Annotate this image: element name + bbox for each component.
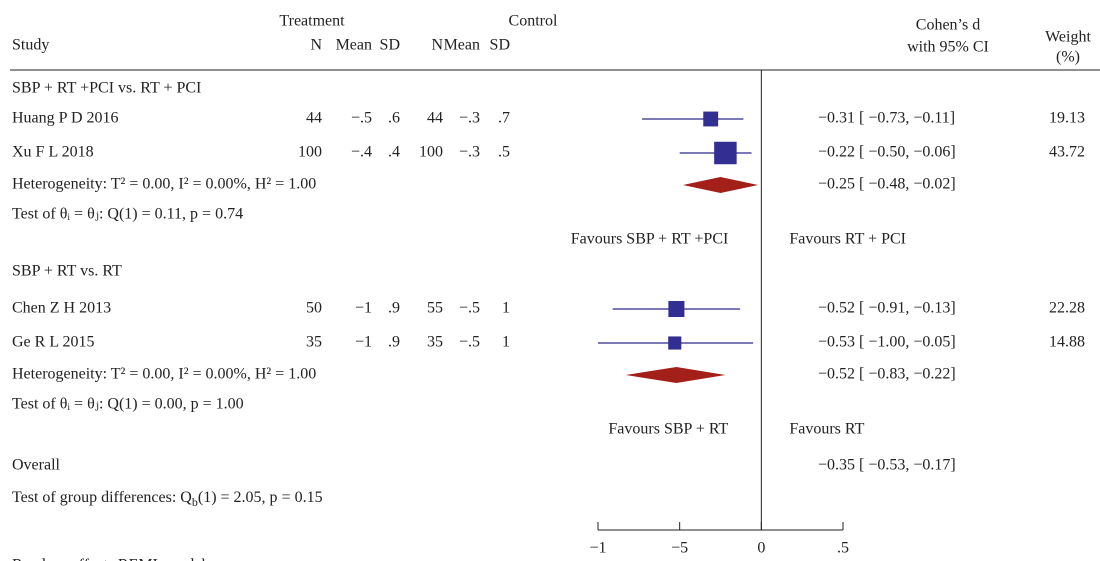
table-cell: .6 <box>388 110 400 127</box>
subgroup-diamond <box>625 367 726 383</box>
group-test: Test of group differences: Qb(1) = 2.05,… <box>12 489 323 509</box>
study-name: Ge R L 2015 <box>12 334 95 351</box>
favours-left: Favours SBP + RT <box>608 421 728 438</box>
group-title: SBP + RT vs. RT <box>12 263 122 280</box>
group-title: SBP + RT +PCI vs. RT + PCI <box>12 80 201 97</box>
table-cell: −.4 <box>351 144 372 161</box>
group-test-part: Test of group differences: Q <box>12 489 192 506</box>
table-cell: 1 <box>502 334 510 351</box>
het-test: Test of θᵢ = θⱼ: Q(1) = 0.00, p = 1.00 <box>12 396 244 413</box>
effect-header: with 95% CI <box>907 39 989 56</box>
ci-label: −0.22 [ −0.50, −0.06] <box>818 144 956 161</box>
favours-left: Favours SBP + RT +PCI <box>571 231 729 248</box>
ci-label: −0.31 [ −0.73, −0.11] <box>818 110 955 127</box>
table-cell: 35 <box>306 334 322 351</box>
weight-label: 43.72 <box>1049 144 1085 161</box>
table-cell: −.5 <box>459 300 480 317</box>
group-test-part: (1) = 2.05, p = 0.15 <box>198 489 323 506</box>
table-cell: −.3 <box>459 144 480 161</box>
table-cell: 100 <box>419 144 443 161</box>
table-cell: 35 <box>427 334 443 351</box>
x-tick-label: 0 <box>757 540 765 557</box>
table-cell: −1 <box>355 300 372 317</box>
ci-label: −0.52 [ −0.83, −0.22] <box>818 366 956 383</box>
x-tick-label: −5 <box>671 540 688 557</box>
table-cell: −.3 <box>459 110 480 127</box>
study-name: Xu F L 2018 <box>12 144 94 161</box>
column-header: Mean <box>444 37 480 54</box>
ci-label: −0.25 [ −0.48, −0.02] <box>818 176 956 193</box>
effect-square <box>668 300 685 318</box>
effect-square <box>703 111 719 127</box>
table-cell: −1 <box>355 334 372 351</box>
table-cell: .5 <box>498 144 510 161</box>
table-cell: −.5 <box>459 334 480 351</box>
study-name: Huang P D 2016 <box>12 110 119 127</box>
ci-label: −0.52 [ −0.91, −0.13] <box>818 300 956 317</box>
column-header: N <box>310 37 322 54</box>
table-cell: 44 <box>427 110 443 127</box>
overall-label: −0.35 [ −0.53, −0.17] <box>818 457 956 474</box>
column-header: SD <box>380 37 400 54</box>
effect-square <box>668 336 682 350</box>
table-cell: 55 <box>427 300 443 317</box>
weight-label: 22.28 <box>1049 300 1085 317</box>
study-name: Chen Z H 2013 <box>12 300 111 317</box>
x-tick-label: .5 <box>837 540 849 557</box>
table-cell: 1 <box>502 300 510 317</box>
weight-label: 19.13 <box>1049 110 1085 127</box>
table-cell: .7 <box>498 110 510 127</box>
favours-right: Favours RT <box>789 421 864 438</box>
table-cell: .9 <box>388 300 400 317</box>
weight-header: Weight <box>1045 29 1091 46</box>
table-cell: .4 <box>388 144 400 161</box>
effect-header: Cohen’s d <box>916 17 980 34</box>
table-cell: 44 <box>306 110 322 127</box>
heterogeneity: Heterogeneity: T² = 0.00, I² = 0.00%, H²… <box>12 366 316 383</box>
study-header: Study <box>12 37 49 54</box>
footer: Random-effects REML model <box>12 557 206 561</box>
control-header: Control <box>509 13 558 30</box>
column-header: Mean <box>336 37 372 54</box>
ci-label: −0.53 [ −1.00, −0.05] <box>818 334 956 351</box>
weight-label: 14.88 <box>1049 334 1085 351</box>
treatment-header: Treatment <box>279 13 345 30</box>
heterogeneity: Heterogeneity: T² = 0.00, I² = 0.00%, H²… <box>12 176 316 193</box>
column-header: SD <box>490 37 510 54</box>
weight-header: (%) <box>1056 49 1080 66</box>
effect-square <box>714 141 737 165</box>
group-test-sub: b <box>192 495 198 509</box>
favours-right: Favours RT + PCI <box>789 231 906 248</box>
table-cell: 100 <box>298 144 322 161</box>
het-test: Test of θᵢ = θⱼ: Q(1) = 0.11, p = 0.74 <box>12 206 243 223</box>
table-cell: 50 <box>306 300 322 317</box>
table-cell: −.5 <box>351 110 372 127</box>
table-cell: .9 <box>388 334 400 351</box>
subgroup-diamond <box>682 177 759 193</box>
x-tick-label: −1 <box>589 540 606 557</box>
column-header: N <box>431 37 443 54</box>
overall-title: Overall <box>12 457 61 474</box>
